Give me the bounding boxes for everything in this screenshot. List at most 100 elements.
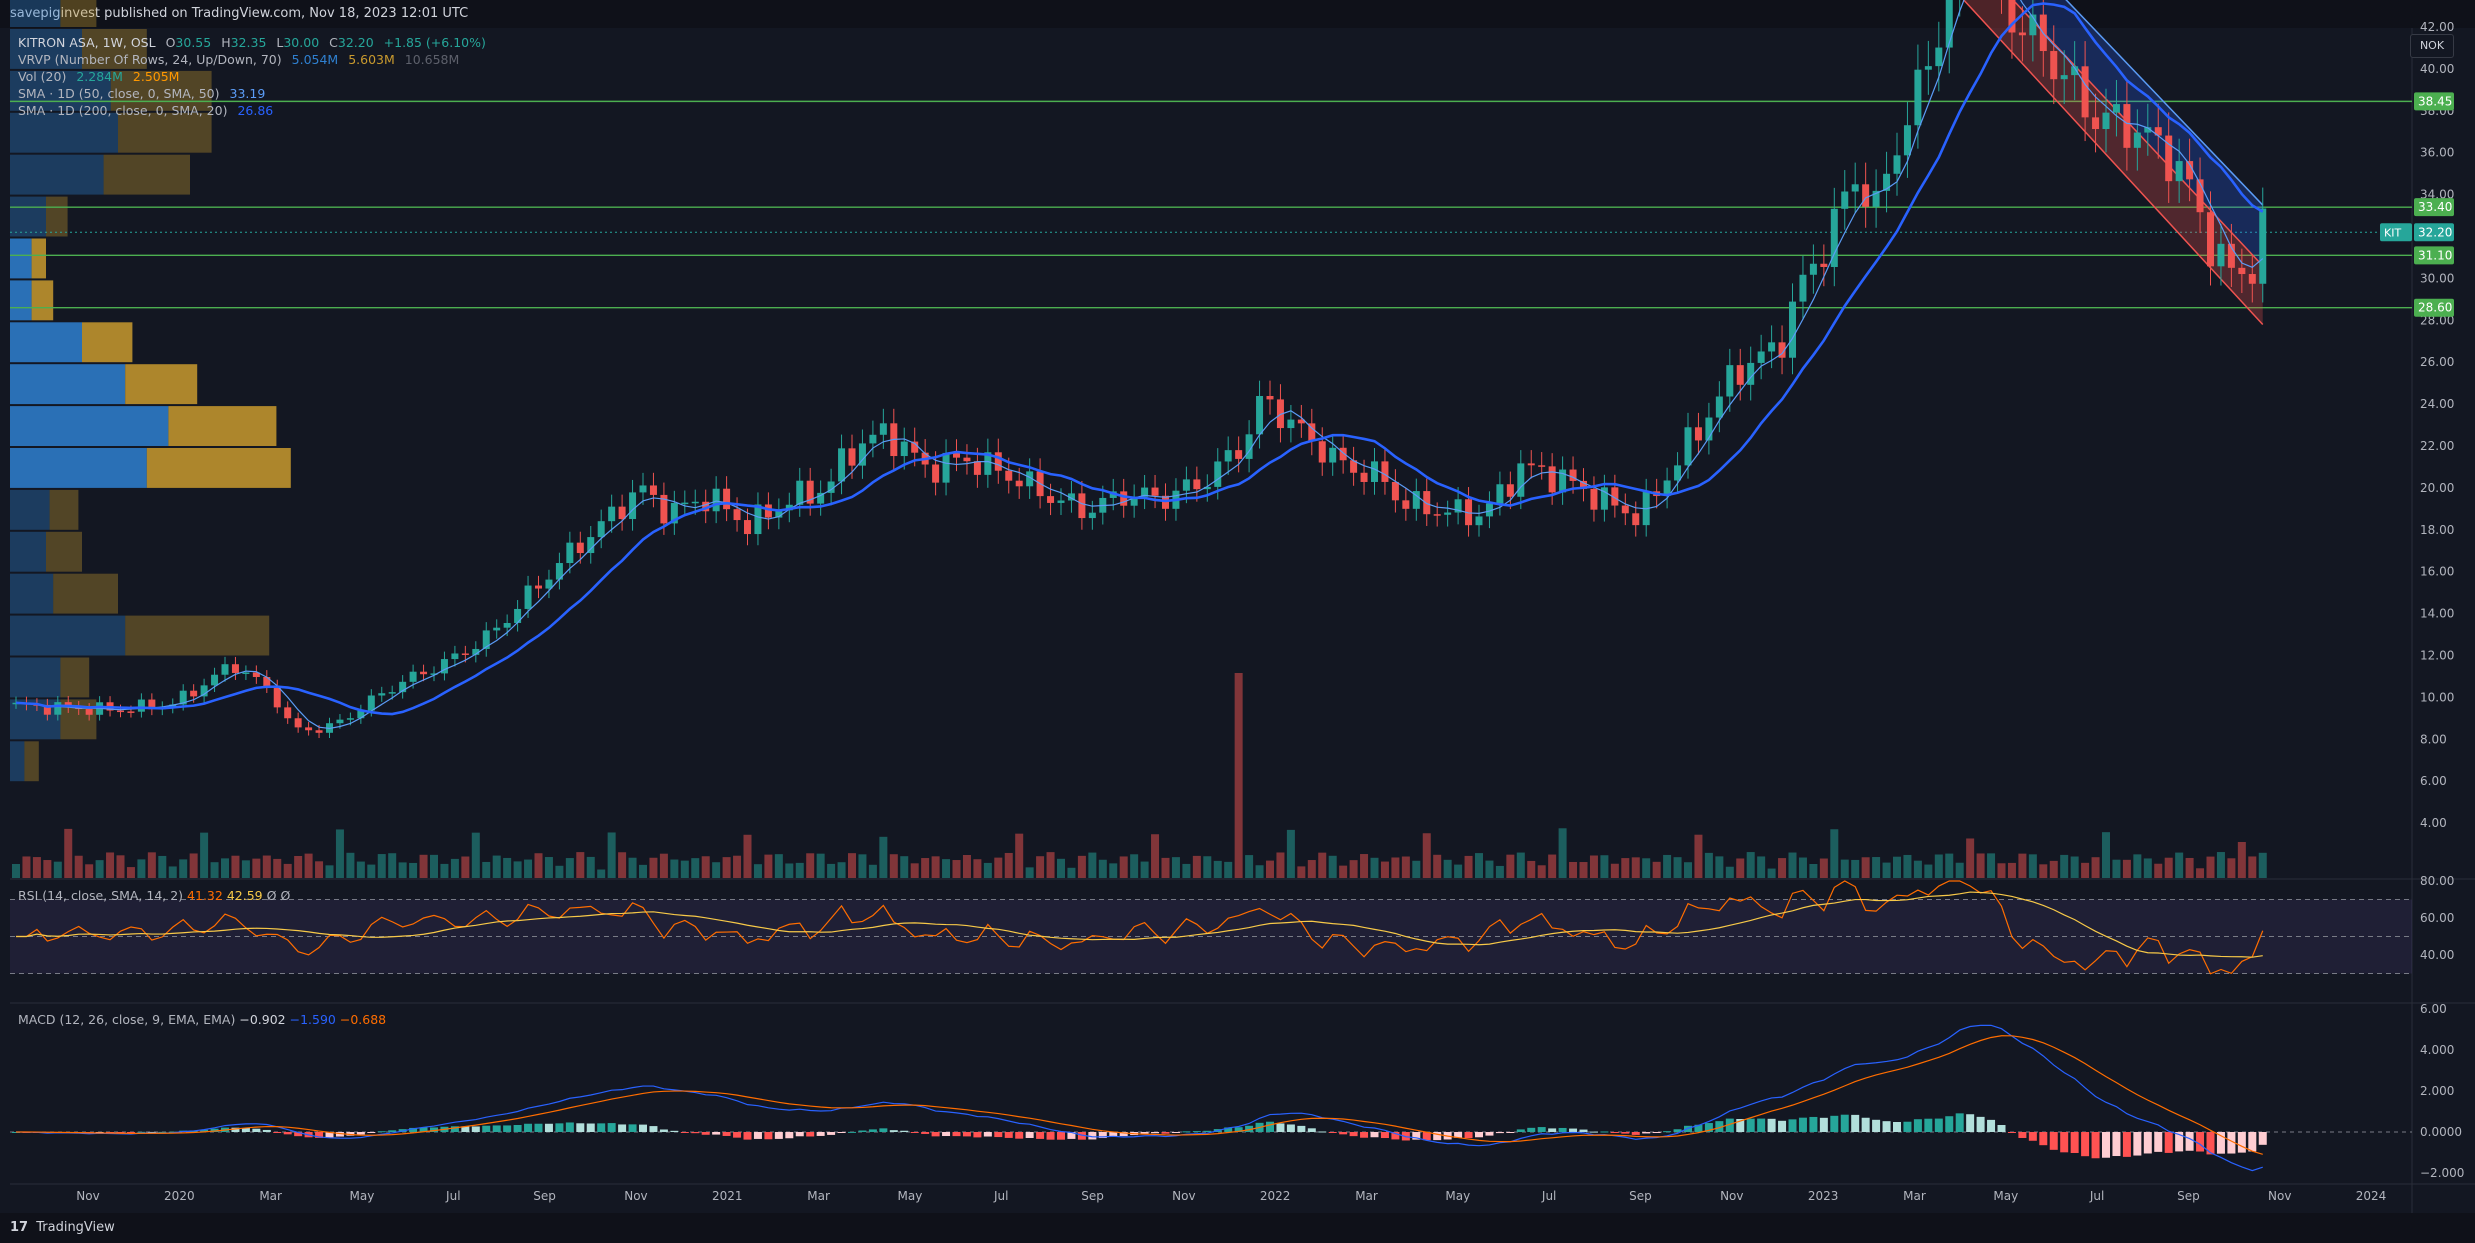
macd-histogram-bar	[795, 1132, 804, 1137]
legend-vrvp[interactable]: VRVP (Number Of Rows, 24, Up/Down, 70) 5…	[18, 51, 465, 68]
macd-histogram-bar	[1234, 1127, 1243, 1132]
legend-main[interactable]: KITRON ASA, 1W, OSL O30.55 H32.35 L30.00…	[18, 34, 492, 51]
legend-sma50[interactable]: SMA · 1D (50, close, 0, SMA, 50) 33.19	[18, 85, 271, 102]
volume-bar	[1203, 856, 1212, 878]
vrvp-name: VRVP (Number Of Rows, 24, Up/Down, 70)	[18, 52, 282, 67]
macd-histogram-bar	[524, 1123, 533, 1132]
volume-bar	[1255, 865, 1264, 878]
vrvp-down-bar	[82, 29, 147, 69]
candle-body	[1287, 419, 1295, 429]
candle-body	[2008, 0, 2016, 33]
volume-bar	[168, 866, 177, 878]
candle-body	[388, 692, 396, 694]
vrvp-up-bar	[10, 489, 50, 530]
macd-histogram-bar	[1809, 1116, 1818, 1132]
macd-histogram-bar	[1966, 1114, 1975, 1132]
macd-histogram-bar	[325, 1132, 334, 1138]
price-level-label: 31.10	[2418, 248, 2452, 262]
macd-histogram-bar	[1830, 1115, 1839, 1132]
candle-body	[336, 719, 344, 724]
volume-bar	[2227, 858, 2236, 878]
macd-histogram-bar	[1872, 1119, 1881, 1132]
volume-bar	[1077, 855, 1086, 878]
sma-fast-line	[15, 0, 2264, 730]
macd-histogram-bar	[2248, 1132, 2257, 1152]
candle-body	[1705, 417, 1713, 441]
vrvp-down-bar	[60, 657, 90, 698]
legend-macd[interactable]: MACD (12, 26, close, 9, EMA, EMA) −0.902…	[18, 1012, 386, 1027]
time-axis-label: Sep	[533, 1189, 556, 1203]
candle-body	[1883, 173, 1891, 191]
volume-bar	[1569, 861, 1578, 878]
volume-bar	[1224, 861, 1233, 878]
macd-histogram-bar	[1548, 1128, 1557, 1132]
volume-bar	[419, 854, 428, 878]
tradingview-logo-icon: 17	[10, 1220, 29, 1235]
macd-histogram-bar	[1840, 1114, 1849, 1132]
macd-histogram-bar	[1171, 1132, 1180, 1133]
candle-body	[305, 727, 313, 731]
time-axis-label: Nov	[1172, 1189, 1195, 1203]
candle-body	[754, 504, 762, 535]
macd-histogram-bar	[283, 1132, 292, 1135]
vrvp-up-bar	[10, 322, 82, 363]
candle-body	[1872, 190, 1880, 207]
macd-histogram-bar	[1119, 1132, 1128, 1137]
candle-body	[420, 671, 428, 675]
rsi-v4: Ø	[280, 888, 291, 903]
volume-bar	[74, 855, 83, 878]
legend-rsi[interactable]: RSI (14, close, SMA, 14, 2) 41.32 42.59 …	[18, 888, 290, 903]
volume-bar	[294, 855, 303, 878]
volume-bar	[2112, 859, 2121, 878]
macd-histogram-bar	[1913, 1119, 1922, 1132]
volume-bar	[1266, 860, 1274, 878]
macd-histogram-bar	[879, 1128, 888, 1132]
vrvp-up-bar	[10, 238, 32, 279]
chart-canvas[interactable]: 48.0046.0044.0042.0040.0038.0036.0034.00…	[0, 0, 2475, 1213]
legend-sma200[interactable]: SMA · 1D (200, close, 0, SMA, 20) 26.86	[18, 102, 279, 119]
footer-bar: 17 TradingView	[0, 1213, 2475, 1243]
volume-bar	[1171, 857, 1180, 878]
rsi-name: RSI (14, close, SMA, 14, 2)	[18, 888, 184, 903]
macd-histogram-bar	[1328, 1132, 1337, 1133]
candle-body	[1632, 513, 1640, 526]
volume-bar	[827, 863, 836, 878]
macd-histogram-bar	[1475, 1132, 1483, 1138]
macd-tick-label: 2.000	[2420, 1084, 2454, 1098]
time-axis-label: Nov	[2268, 1189, 2291, 1203]
macd-histogram-bar	[1422, 1132, 1431, 1141]
macd-histogram-bar	[1025, 1132, 1034, 1138]
legend-volume[interactable]: Vol (20) 2.284M 2.505M	[18, 68, 185, 85]
macd-histogram-bar	[503, 1125, 512, 1132]
vrvp-down: 5.603M	[348, 52, 395, 67]
volume-bar	[158, 855, 167, 878]
time-axis-label: 2020	[164, 1189, 195, 1203]
macd-v1: −0.902	[239, 1012, 286, 1027]
macd-histogram-bar	[900, 1130, 909, 1132]
volume-bar	[597, 869, 606, 878]
volume-bar	[1621, 858, 1630, 878]
macd-histogram-bar	[628, 1124, 637, 1132]
vrvp-down-bar	[103, 154, 190, 195]
candle-body	[1914, 69, 1922, 126]
macd-histogram-bar	[377, 1131, 386, 1133]
macd-histogram-bar	[315, 1132, 324, 1138]
currency-button[interactable]: NOK	[2410, 34, 2454, 58]
volume-bar	[1809, 863, 1818, 878]
volume-bar	[1182, 863, 1191, 878]
candle-body	[1141, 487, 1149, 497]
volume-bar	[607, 832, 616, 878]
volume-bar	[1328, 855, 1337, 878]
candle-body	[1600, 487, 1608, 510]
candle-body	[827, 481, 835, 493]
macd-histogram-bar	[1788, 1119, 1797, 1132]
macd-histogram-bar	[1192, 1131, 1201, 1133]
macd-histogram-bar	[346, 1132, 355, 1136]
candle-body	[1517, 463, 1525, 497]
candle-body	[2092, 117, 2100, 130]
volume-bar	[283, 863, 292, 878]
volume-bar	[2070, 856, 2079, 878]
macd-histogram-bar	[753, 1132, 762, 1139]
candle-body	[1736, 365, 1744, 385]
macd-histogram-bar	[2028, 1132, 2037, 1141]
